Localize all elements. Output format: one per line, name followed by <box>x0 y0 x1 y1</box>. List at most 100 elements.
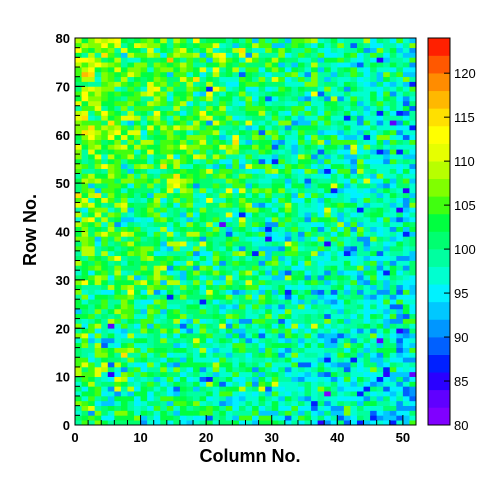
heatmap-cell <box>81 420 89 426</box>
heatmap-cell <box>186 415 194 421</box>
heatmap-cell <box>140 236 148 242</box>
heatmap-cell <box>232 76 240 82</box>
heatmap-cell <box>166 154 174 160</box>
heatmap-cell <box>120 221 128 228</box>
heatmap-cell <box>271 255 279 261</box>
heatmap-cell <box>140 187 148 194</box>
heatmap-cell <box>173 38 181 44</box>
heatmap-cell <box>396 47 404 53</box>
heatmap-cell <box>356 352 364 358</box>
heatmap-cell <box>206 405 214 411</box>
heatmap-cell <box>389 236 397 242</box>
heatmap-cell <box>284 386 292 392</box>
heatmap-cell <box>120 100 128 107</box>
heatmap-cell <box>409 395 417 402</box>
heatmap-cell <box>179 139 187 145</box>
heatmap-cell <box>81 366 89 373</box>
heatmap-cell <box>330 71 338 78</box>
heatmap-cell <box>370 366 378 373</box>
heatmap-cell <box>311 420 318 426</box>
heatmap-cell <box>356 265 364 271</box>
heatmap-cell <box>160 294 168 300</box>
heatmap-cell <box>101 405 109 411</box>
heatmap-cell <box>134 255 141 261</box>
heatmap-cell <box>206 197 214 203</box>
heatmap-cell <box>88 284 96 290</box>
heatmap-cell <box>350 86 358 92</box>
heatmap-cell <box>350 212 358 218</box>
heatmap-cell <box>114 216 122 223</box>
heatmap-cell <box>350 391 358 397</box>
heatmap-cell <box>324 144 332 150</box>
heatmap-cell <box>114 86 122 92</box>
heatmap-cell <box>252 308 259 315</box>
heatmap-cell <box>278 395 286 402</box>
heatmap-cell <box>343 226 351 232</box>
heatmap-cell <box>383 62 391 68</box>
heatmap-cell <box>166 260 174 266</box>
heatmap-cell <box>271 125 279 131</box>
heatmap-cell <box>330 236 338 242</box>
heatmap-cell <box>291 255 299 261</box>
heatmap-cell <box>356 86 364 92</box>
heatmap-cell <box>107 183 115 189</box>
heatmap-cell <box>147 313 155 319</box>
heatmap-cell <box>350 347 358 353</box>
heatmap-cell <box>330 395 338 402</box>
heatmap-cell <box>75 294 82 300</box>
heatmap-cell <box>94 149 102 155</box>
heatmap-cell <box>81 400 89 406</box>
heatmap-cell <box>271 149 279 155</box>
heatmap-cell <box>389 279 397 286</box>
heatmap-cell <box>107 410 115 416</box>
heatmap-cell <box>120 299 128 305</box>
heatmap-cell <box>140 81 148 87</box>
heatmap-cell <box>291 352 299 358</box>
heatmap-cell <box>219 221 227 228</box>
heatmap-cell <box>278 381 286 387</box>
heatmap-cell <box>383 231 391 237</box>
heatmap-cell <box>120 125 128 131</box>
heatmap-cell <box>107 192 115 198</box>
heatmap-cell <box>140 129 148 136</box>
heatmap-cell <box>238 352 246 358</box>
heatmap-cell <box>160 328 168 334</box>
heatmap-cell <box>186 386 194 392</box>
heatmap-cell <box>258 202 266 208</box>
heatmap-cell <box>120 105 128 111</box>
heatmap-cell <box>193 410 200 416</box>
heatmap-cell <box>114 158 122 165</box>
heatmap-cell <box>160 71 168 78</box>
heatmap-cell <box>271 318 279 324</box>
heatmap-cell <box>389 158 397 165</box>
heatmap-cell <box>252 183 259 189</box>
heatmap-cell <box>376 110 384 116</box>
heatmap-cell <box>389 100 397 107</box>
heatmap-cell <box>370 212 378 218</box>
heatmap-cell <box>147 395 155 402</box>
heatmap-cell <box>75 333 82 339</box>
heatmap-cell <box>88 62 96 68</box>
heatmap-cell <box>114 91 122 97</box>
heatmap-cell <box>134 381 141 387</box>
heatmap-cell <box>134 178 141 184</box>
heatmap-cell <box>238 226 246 232</box>
heatmap-cell <box>402 299 410 305</box>
heatmap-cell <box>284 144 292 150</box>
heatmap-cell <box>101 376 109 382</box>
heatmap-cell <box>225 115 233 121</box>
heatmap-cell <box>317 226 325 232</box>
heatmap-cell <box>225 173 233 179</box>
heatmap-cell <box>409 275 417 281</box>
heatmap-cell <box>350 52 358 58</box>
heatmap-cell <box>389 216 397 223</box>
heatmap-cell <box>376 275 384 281</box>
heatmap-cell <box>343 154 351 160</box>
heatmap-cell <box>376 410 384 416</box>
heatmap-cell <box>120 38 128 44</box>
heatmap-cell <box>337 270 345 276</box>
heatmap-cell <box>271 76 279 82</box>
heatmap-cell <box>330 405 338 411</box>
heatmap-cell <box>81 333 89 339</box>
heatmap-cell <box>317 173 325 179</box>
